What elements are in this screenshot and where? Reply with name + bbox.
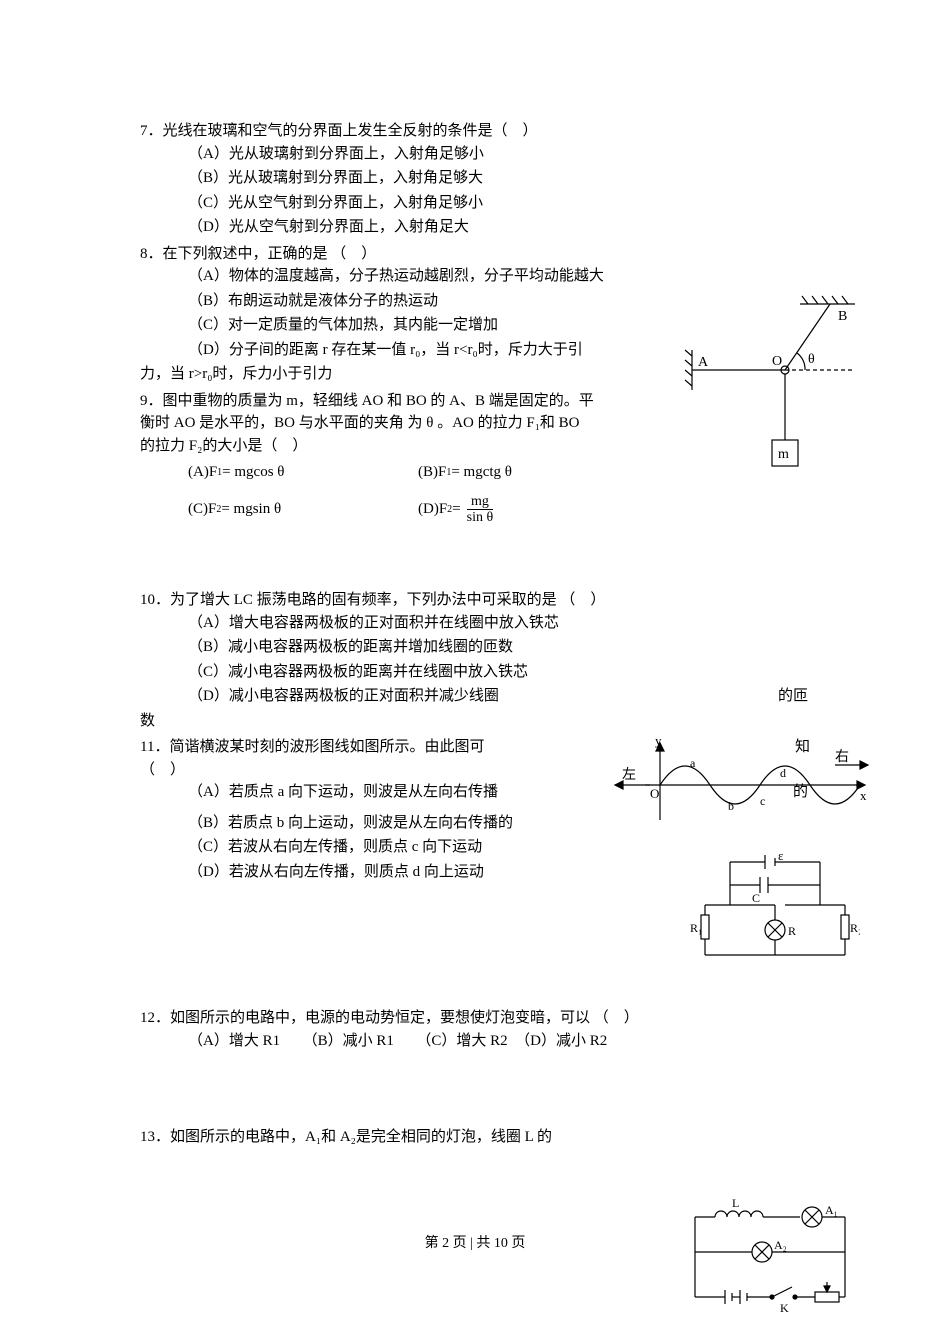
fig11-label-b: b [728, 799, 734, 813]
q9-formula-a: (A)F1 = mgcos θ [188, 461, 418, 484]
fig9-label-O: O [772, 354, 782, 369]
q7-opt-b: （B）光从玻璃射到分界面上，入射角足够大 [188, 167, 810, 190]
q10-opt-d-tail: 数 [140, 710, 810, 733]
figure-q13: L A₁ A₂ K [680, 1197, 860, 1325]
figure-q9: A B O θ m [680, 290, 870, 488]
figure-q13-svg: L A₁ A₂ K [680, 1197, 860, 1317]
fig9-label-theta: θ [808, 352, 815, 367]
q9-fc-label: (C)F [188, 498, 216, 521]
q9-fc-rest: = mgsin θ [221, 498, 281, 521]
figure-q12-svg: ε C R₁ R₂ R [690, 850, 860, 970]
q13-stem: 13．如图所示的电路中，A₁和 A₂是完全相同的灯泡，线圈 L 的 [140, 1126, 810, 1149]
fig12-R: R [788, 924, 796, 938]
q7-opt-c: （C）光从空气射到分界面上，入射角足够小 [188, 192, 810, 215]
figure-q12: ε C R₁ R₂ R [690, 850, 860, 978]
fig9-label-A: A [698, 355, 709, 370]
q10-opt-d: （D）减小电容器两极板的正对面积并减少线圈 的匝 [188, 685, 808, 708]
fig13-L: L [732, 1197, 739, 1210]
q7-options: （A）光从玻璃射到分界面上，入射角足够小 （B）光从玻璃射到分界面上，入射角足够… [140, 143, 810, 239]
fig12-eps: ε [778, 850, 784, 863]
fig9-label-m: m [778, 447, 789, 462]
q9-fb-label: (B)F [418, 461, 446, 484]
fig11-label-left: 左 [622, 767, 636, 783]
q9-fa-label: (A)F [188, 461, 217, 484]
fig12-C: C [752, 891, 760, 905]
q8-stem: 8．在下列叙述中，正确的是 （ ） [140, 243, 810, 266]
q11-opt-a-left: （A）若质点 a 向下运动，则波是从左向右传播 [188, 781, 498, 804]
figure-q11: y x O 左 右 a b c d [610, 735, 880, 838]
fig13-K: K [780, 1301, 789, 1315]
q9-formula-row2: (C)F2 = mgsin θ (D)F2 = mg sin θ [140, 494, 810, 526]
figure-q11-svg: y x O 左 右 a b c d [610, 735, 880, 830]
question-13: 13．如图所示的电路中，A₁和 A₂是完全相同的灯泡，线圈 L 的 [140, 1126, 810, 1149]
fig11-label-c: c [760, 794, 765, 808]
q9-formula-b: (B)F1 = mgctg θ [418, 461, 512, 484]
fig12-R2: R₂ [850, 921, 860, 935]
q8-opt-a: （A）物体的温度越高，分子热运动越剧烈，分子平均动能越大 [188, 265, 810, 288]
q10-stem: 10．为了增大 LC 振荡电路的固有频率，下列办法中可采取的是 （ ） [140, 589, 810, 612]
q9-fd-frac: mg sin θ [463, 494, 498, 526]
q10-opt-a: （A）增大电容器两极板的正对面积并在线圈中放入铁芯 [188, 612, 810, 635]
fig9-label-B: B [838, 309, 847, 324]
q11-stem-left: 11．简谐横波某时刻的波形图线如图所示。由此图可 [140, 736, 484, 759]
q10-opt-d-left: （D）减小电容器两极板的正对面积并减少线圈 [188, 685, 499, 708]
q9-formula-d: (D)F2 = mg sin θ [418, 494, 499, 526]
q7-opt-a: （A）光从玻璃射到分界面上，入射角足够小 [188, 143, 810, 166]
q12-options: （A）增大 R1 （B）减小 R1 （C）增大 R2 （D）减小 R2 [140, 1030, 810, 1053]
fig11-label-O: O [650, 786, 659, 801]
page-footer: 第 2 页 | 共 10 页 [0, 1233, 950, 1254]
q12-opts-line: （A）增大 R1 （B）减小 R1 （C）增大 R2 （D）减小 R2 [188, 1030, 810, 1053]
q9-fd-num: mg [467, 494, 493, 510]
fig11-label-y: y [655, 735, 662, 748]
q9-formula-c: (C)F2 = mgsin θ [188, 494, 418, 526]
figure-q9-svg: A B O θ m [680, 290, 870, 480]
question-7: 7．光线在玻璃和空气的分界面上发生全反射的条件是（ ） （A）光从玻璃射到分界面… [140, 120, 810, 239]
q10-opt-b: （B）减小电容器两极板的距离并增加线圈的匝数 [188, 636, 810, 659]
q10-opt-c: （C）减小电容器两极板的距离并在线圈中放入铁芯 [188, 661, 810, 684]
q7-opt-d: （D）光从空气射到分界面上，入射角足大 [188, 216, 810, 239]
fig11-label-x: x [860, 788, 867, 803]
q7-stem: 7．光线在玻璃和空气的分界面上发生全反射的条件是（ ） [140, 120, 810, 143]
fig13-A1: A₁ [825, 1203, 838, 1217]
fig11-label-d: d [780, 766, 786, 780]
q10-opt-d-right: 的匝 [778, 685, 808, 708]
q10-options: （A）增大电容器两极板的正对面积并在线圈中放入铁芯 （B）减小电容器两极板的距离… [140, 612, 810, 708]
q12-stem: 12．如图所示的电路中，电源的电动势恒定，要想使灯泡变暗，可以 （ ） [140, 1007, 810, 1030]
fig11-label-a: a [690, 756, 696, 770]
question-10: 10．为了增大 LC 振荡电路的固有频率，下列办法中可采取的是 （ ） （A）增… [140, 589, 810, 732]
q9-fb-rest: = mgctg θ [451, 461, 512, 484]
q9-fd-label: (D)F [418, 498, 447, 521]
fig12-R1: R₁ [690, 921, 702, 935]
fig11-label-right: 右 [835, 749, 849, 765]
q9-fd-den: sin θ [463, 510, 498, 525]
question-12: 12．如图所示的电路中，电源的电动势恒定，要想使灯泡变暗，可以 （ ） （A）增… [140, 1007, 810, 1052]
q9-fd-eq: = [452, 498, 460, 521]
q9-fa-rest: = mgcos θ [222, 461, 284, 484]
